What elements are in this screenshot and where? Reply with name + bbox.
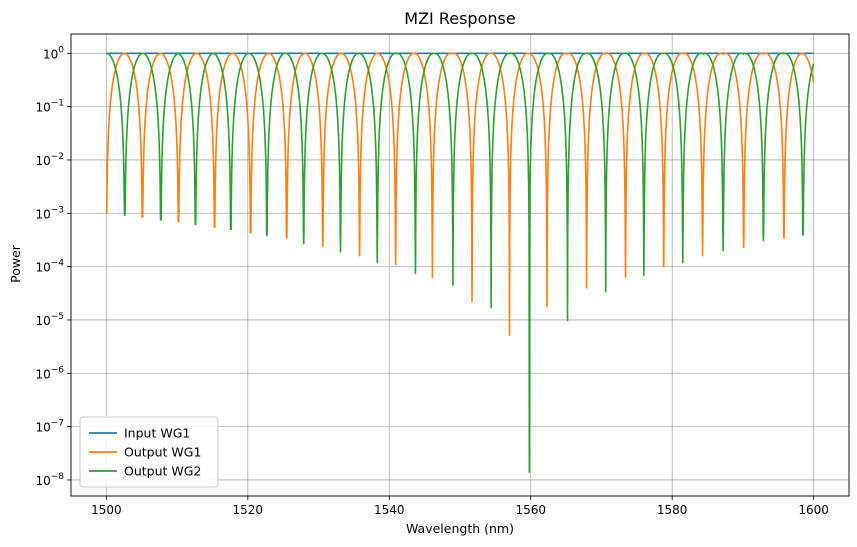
series-line-output-wg2 xyxy=(105,52,815,473)
plot-frame xyxy=(70,33,850,497)
y-tick-label: 10−2 xyxy=(35,152,64,168)
y-tick-label: 10−1 xyxy=(35,99,64,115)
x-tick-label: 1600 xyxy=(798,503,829,517)
x-axis-label: Wavelength (nm) xyxy=(406,521,514,536)
legend-label-output-wg1: Output WG1 xyxy=(124,445,201,460)
x-tick-label: 1560 xyxy=(515,503,546,517)
y-tick-label: 10−7 xyxy=(35,419,64,435)
x-tick-label: 1500 xyxy=(91,503,122,517)
legend: Input WG1 Output WG1 Output WG2 xyxy=(79,416,219,488)
y-axis-ticks: 10−8 10−7 10−6 10−5 10−4 10−3 10−2 10−1 100 xyxy=(35,45,71,488)
y-tick-label: 10−3 xyxy=(35,205,64,221)
series-lines xyxy=(105,52,815,473)
legend-box xyxy=(79,416,219,488)
x-tick-label: 1540 xyxy=(374,503,405,517)
y-tick-label: 100 xyxy=(43,45,64,61)
y-tick-label: 10−6 xyxy=(35,365,64,381)
series-line-output-wg1 xyxy=(105,52,815,336)
y-axis-label: Power xyxy=(8,244,23,283)
legend-label-output-wg2: Output WG2 xyxy=(124,464,201,479)
x-axis-ticks: 1500 1520 1540 1560 1580 1600 xyxy=(91,496,829,517)
x-tick-label: 1520 xyxy=(233,503,264,517)
y-tick-label: 10−4 xyxy=(35,259,64,275)
y-tick-label: 10−5 xyxy=(35,312,64,328)
x-tick-label: 1580 xyxy=(657,503,688,517)
chart-title: MZI Response xyxy=(404,9,515,28)
legend-label-input-wg1: Input WG1 xyxy=(124,426,190,441)
y-tick-label: 10−8 xyxy=(35,472,64,488)
